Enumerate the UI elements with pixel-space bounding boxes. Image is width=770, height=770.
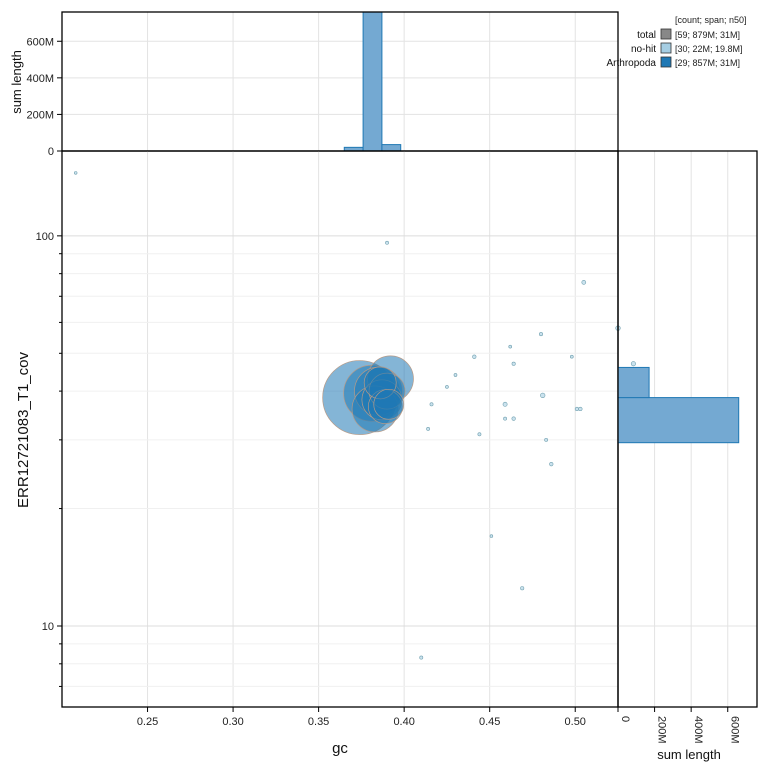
- top-histogram-panel: 0 200M 400M 600M sum length: [9, 11, 619, 158]
- x-axis-ticks: 0.25 0.30 0.35 0.40 0.45 0.50: [137, 707, 586, 728]
- no-hit-point: [445, 385, 449, 389]
- top-y-tick-label: 0: [48, 146, 54, 158]
- top-histogram-bars: [343, 11, 402, 152]
- right-x-tick-label: 400M: [692, 716, 704, 744]
- x-tick-label: 0.30: [222, 716, 243, 728]
- no-hit-point: [574, 406, 580, 412]
- y-tick-label: 10: [42, 621, 54, 633]
- right-x-tick-label: 200M: [656, 716, 668, 744]
- top-y-tick-label: 200M: [26, 109, 54, 121]
- no-hit-point: [630, 361, 636, 367]
- main-scatter-panel: 0.25 0.30 0.35 0.40 0.45 0.50 10 100 gc ERR127…: [15, 150, 636, 757]
- right-histogram-bars: [617, 366, 740, 444]
- x-tick-label: 0.45: [479, 716, 500, 728]
- no-hit-point: [477, 432, 482, 437]
- legend-stats: [29; 857M; 31M]: [675, 58, 740, 68]
- top-histogram-background: [62, 12, 618, 151]
- no-hit-point: [511, 361, 516, 366]
- no-hit-point: [489, 534, 494, 538]
- right-histogram-panel: 0 200M 400M 600M sum length: [617, 150, 758, 762]
- top-histogram-ylabel: sum length: [9, 50, 24, 114]
- arthropoda-point: [373, 388, 405, 420]
- x-tick-label: 0.50: [565, 716, 586, 728]
- right-histogram-frame: [617, 150, 758, 708]
- top-histogram-y-ticks: 0 200M 400M 600M: [26, 36, 62, 158]
- no-hit-point: [503, 416, 507, 421]
- y-axis-title: ERR12721083_T1_cov: [15, 352, 32, 508]
- no-hit-point: [544, 437, 549, 442]
- no-hit-point: [419, 655, 424, 660]
- legend-label: Arthropoda: [607, 58, 657, 69]
- no-hit-point: [520, 586, 525, 591]
- right-x-tick-label: 0: [619, 716, 631, 722]
- top-histogram-bar: [381, 144, 402, 152]
- top-histogram-bar: [362, 11, 383, 152]
- legend-swatch: [660, 28, 672, 40]
- legend-swatch: [660, 42, 672, 54]
- legend-stats: [30; 22M; 19.8M]: [675, 44, 743, 54]
- scatter-points: [73, 171, 636, 660]
- no-hit-point: [581, 280, 587, 285]
- no-hit-point: [578, 406, 583, 412]
- x-tick-label: 0.25: [137, 716, 158, 728]
- no-hit-point: [570, 354, 574, 359]
- no-hit-point: [472, 354, 477, 359]
- top-y-tick-label: 600M: [26, 36, 54, 48]
- right-histogram-xlabel: sum length: [657, 747, 721, 762]
- x-tick-label: 0.35: [308, 716, 329, 728]
- right-histogram-bar: [617, 397, 740, 444]
- x-tick-label: 0.40: [393, 716, 414, 728]
- y-tick-label: 100: [36, 231, 54, 243]
- no-hit-point: [73, 171, 78, 175]
- right-histogram-bar: [617, 366, 650, 399]
- no-hit-point: [426, 427, 431, 431]
- legend-label: no-hit: [631, 44, 656, 55]
- legend-label: total: [637, 30, 656, 41]
- no-hit-point: [508, 344, 513, 349]
- no-hit-point: [540, 392, 546, 398]
- right-x-tick-label: 600M: [729, 716, 741, 744]
- right-histogram-x-ticks: 0 200M 400M 600M: [617, 707, 741, 744]
- no-hit-point: [511, 416, 516, 421]
- legend-swatch: [660, 56, 672, 68]
- no-hit-point: [429, 402, 434, 407]
- legend: [count; span; n50] total [59; 879M; 31M] n…: [607, 15, 747, 69]
- legend-header: [count; span; n50]: [675, 15, 747, 25]
- x-axis-title: gc: [332, 740, 348, 757]
- no-hit-point: [453, 373, 458, 377]
- y-axis-ticks: 10 100: [36, 231, 62, 687]
- no-hit-point: [502, 401, 508, 407]
- legend-stats: [59; 879M; 31M]: [675, 30, 740, 40]
- no-hit-point: [539, 332, 544, 337]
- no-hit-point: [549, 461, 554, 467]
- no-hit-point: [385, 240, 389, 245]
- top-y-tick-label: 400M: [26, 73, 54, 85]
